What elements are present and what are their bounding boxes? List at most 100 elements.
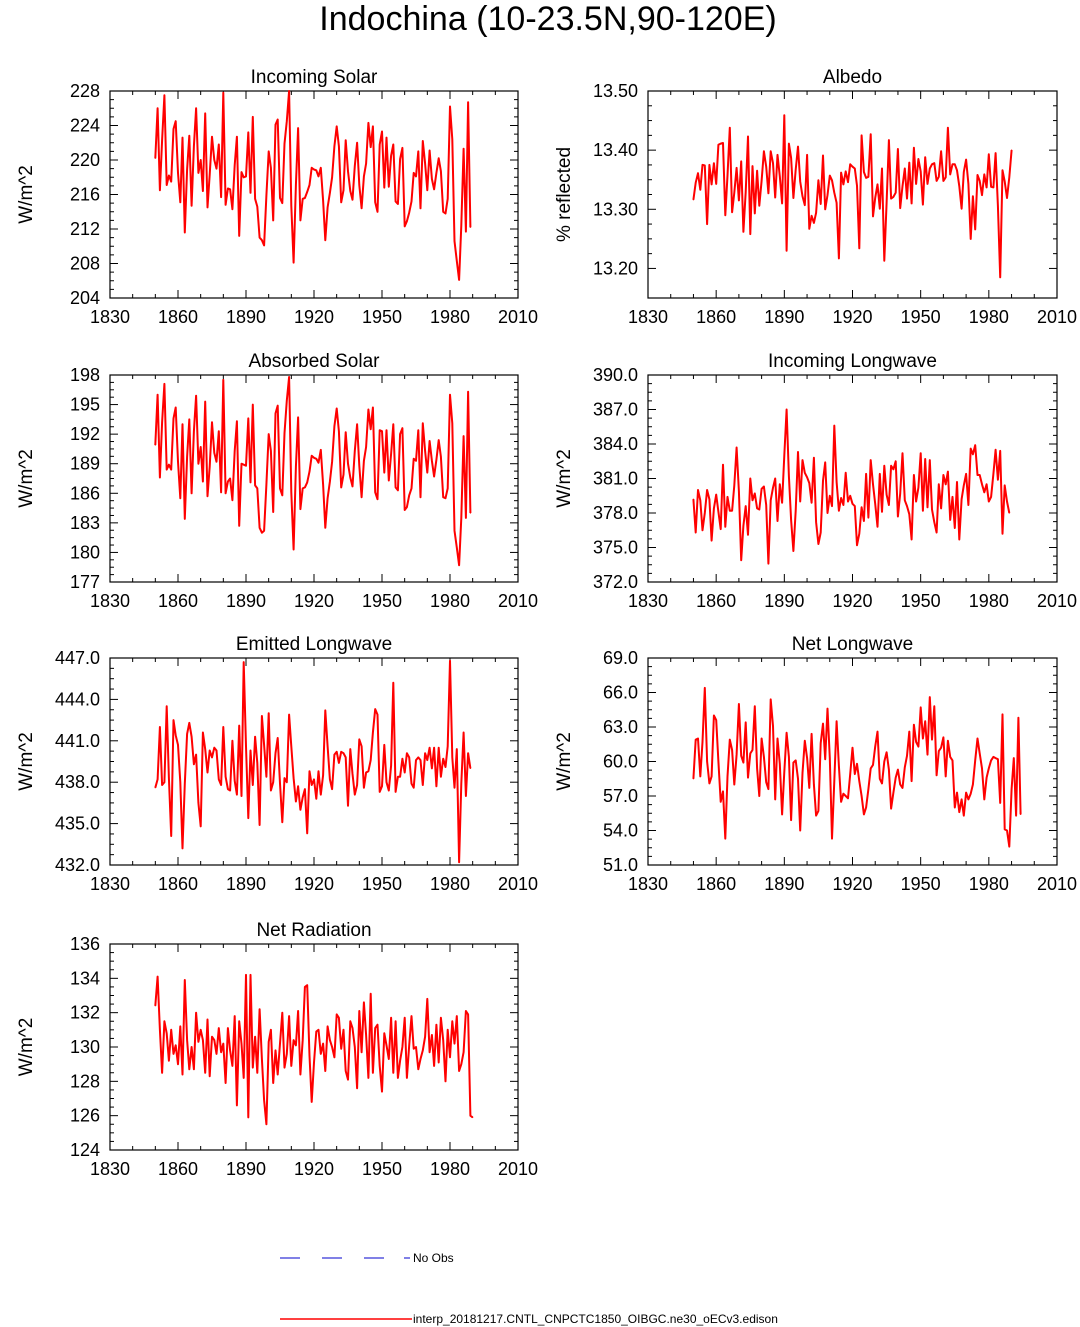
data-point: [163, 1020, 165, 1022]
data-point: [327, 1025, 329, 1027]
data-point: [729, 739, 731, 741]
data-point: [870, 133, 872, 135]
legend: No Obs interp_20181217.CNTL_CNPCTC1850_O…: [280, 1251, 778, 1326]
data-point: [272, 219, 274, 221]
data-point: [399, 158, 401, 160]
data-point: [193, 145, 195, 147]
data-point: [256, 762, 258, 764]
legend-obs-label: No Obs: [413, 1251, 454, 1265]
data-point: [243, 464, 245, 466]
data-point: [888, 504, 890, 506]
data-point: [193, 1068, 195, 1070]
data-point: [213, 747, 215, 749]
data-point: [965, 792, 967, 794]
net-radiation-panel: Net Radiation 1830 1860 1890 1920 1950 1980 201…: [16, 920, 538, 1179]
net-radiation-title: Net Radiation: [256, 920, 371, 941]
data-point: [256, 487, 258, 489]
data-point: [419, 207, 422, 209]
data-point: [779, 483, 781, 485]
data-point: [317, 770, 320, 772]
data-point: [788, 143, 790, 145]
data-point: [904, 167, 906, 170]
albedo-series-line: [692, 114, 1013, 279]
data-point: [886, 202, 888, 204]
data-point: [172, 417, 175, 419]
data-point: [726, 175, 729, 177]
data-point: [320, 167, 322, 169]
data-point: [225, 776, 227, 778]
data-point: [163, 781, 165, 783]
data-point: [245, 745, 247, 747]
data-point: [983, 798, 985, 801]
data-point: [831, 505, 833, 507]
x-tick-label: 1860: [158, 874, 198, 894]
data-point: [815, 212, 817, 214]
data-point: [327, 206, 329, 208]
data-point: [795, 510, 797, 512]
data-point: [915, 183, 917, 185]
data-point: [279, 197, 281, 199]
data-point: [711, 540, 713, 542]
data-point: [181, 423, 184, 425]
data-point: [811, 502, 813, 504]
data-point: [372, 125, 374, 127]
data-point: [967, 504, 970, 506]
data-point: [215, 749, 218, 752]
data-point: [322, 483, 324, 485]
data-point: [967, 183, 970, 185]
data-point: [847, 500, 849, 503]
data-point: [397, 489, 399, 491]
data-point: [345, 756, 347, 759]
data-point: [370, 759, 372, 761]
data-point: [379, 143, 381, 146]
data-point: [188, 135, 190, 137]
data-point: [717, 760, 720, 763]
data-point: [274, 412, 277, 414]
data-point: [838, 510, 840, 512]
data-point: [929, 167, 931, 170]
x-tick-label: 1980: [430, 874, 470, 894]
data-point: [849, 163, 851, 165]
data-point: [200, 446, 202, 448]
data-point: [433, 475, 435, 478]
data-point: [406, 506, 408, 508]
data-point: [424, 450, 426, 452]
data-point: [367, 408, 369, 411]
data-point: [463, 1051, 465, 1053]
albedo-ylabel: % reflected: [554, 147, 575, 242]
albedo-plot-frame: [647, 90, 1058, 299]
y-tick-label: 192: [70, 424, 100, 444]
data-point: [758, 508, 760, 511]
data-point: [951, 759, 954, 762]
data-point: [931, 739, 933, 741]
x-tick-label: 1890: [764, 307, 804, 327]
data-point: [715, 494, 717, 496]
data-point: [926, 183, 929, 185]
data-point: [986, 777, 988, 779]
data-point: [911, 538, 913, 541]
data-point: [311, 1101, 313, 1103]
data-point: [895, 460, 897, 462]
data-point: [845, 795, 847, 797]
data-point: [281, 1012, 283, 1014]
data-point: [227, 788, 229, 790]
incoming-longwave-ylabel: W/m^2: [554, 449, 575, 508]
data-point: [333, 145, 335, 147]
data-point: [970, 448, 972, 450]
data-point: [245, 974, 247, 976]
data-point: [227, 1027, 229, 1029]
data-point: [197, 463, 199, 465]
data-point: [181, 847, 184, 850]
data-point: [215, 168, 218, 170]
incoming-solar-ylabel: W/m^2: [16, 165, 37, 224]
data-point: [347, 1079, 349, 1081]
data-point: [936, 531, 938, 534]
x-tick-label: 1920: [832, 874, 872, 894]
data-point: [774, 196, 776, 199]
data-point: [456, 748, 458, 750]
data-point: [293, 1039, 295, 1041]
x-tick-label: 1860: [158, 1159, 198, 1179]
data-point: [949, 173, 951, 175]
data-point: [1004, 828, 1006, 831]
x-tick-label: 2010: [498, 307, 538, 327]
